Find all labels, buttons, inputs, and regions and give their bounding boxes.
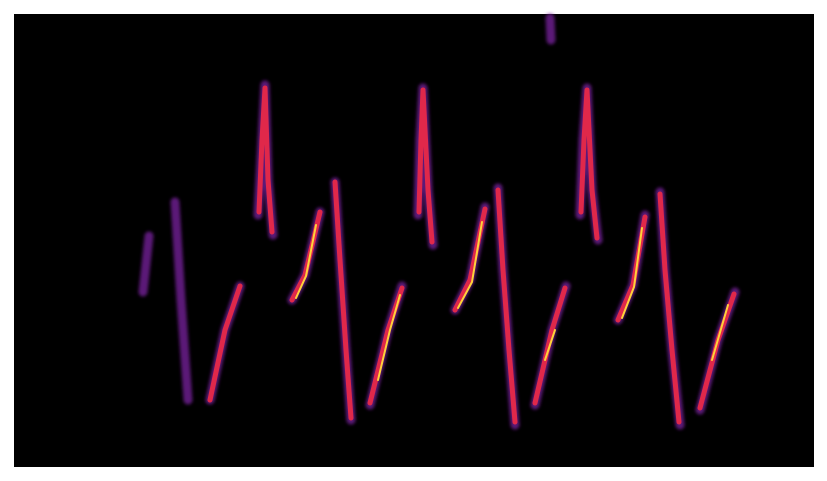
harmonic-peak xyxy=(295,221,729,381)
spectrogram-background xyxy=(14,14,814,467)
